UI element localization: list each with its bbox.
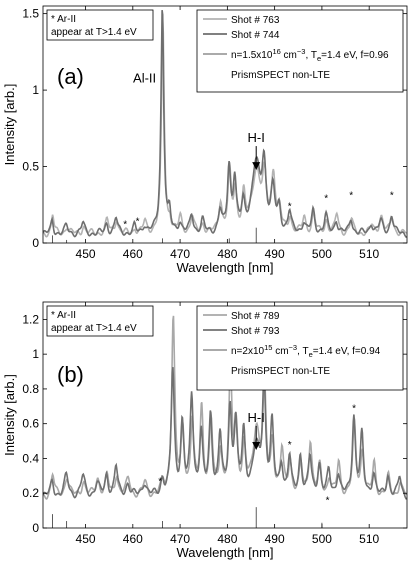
note-line: * Ar-II — [51, 14, 76, 25]
legend-entry: Shot # 744 — [231, 30, 280, 41]
x-tick-label: 460 — [123, 532, 143, 546]
y-tick-label: 1 — [32, 347, 39, 361]
model-lines — [52, 227, 257, 243]
ar-ii-marker: * — [123, 220, 127, 231]
x-axis-label: Wavelength [nm] — [176, 260, 273, 275]
y-tick-label: 0 — [32, 236, 39, 250]
ar-ii-marker: * — [352, 404, 356, 415]
legend: Shot # 763 Shot # 744 n=1.5x1016 cm−3, Te=… — [196, 9, 404, 93]
x-tick-label: 470 — [170, 532, 190, 546]
x-tick-label: 450 — [76, 247, 96, 261]
x-tick-label: 490 — [265, 247, 285, 261]
legend-entry: Shot # 763 — [231, 15, 280, 26]
x-tick-label: 510 — [359, 247, 379, 261]
legend: Shot # 789 Shot # 793 n=2x1015 cm−3, Te=1.… — [196, 305, 404, 391]
series-line-2 — [43, 9, 407, 239]
y-axis-label: Intensity [arb.] — [2, 374, 17, 456]
y-tick-label: 1.2 — [22, 312, 39, 326]
y-axis-label: Intensity [arb.] — [2, 84, 17, 166]
legend-entry: PrismSPECT non-LTE — [231, 70, 330, 81]
y-tick-label: 0.6 — [22, 417, 39, 431]
x-tick-label: 460 — [123, 247, 143, 261]
y-tick-label: 0.2 — [22, 486, 39, 500]
legend-entry: PrismSPECT non-LTE — [231, 366, 330, 377]
legend-entry: n=2x1015 cm−3, Te=1.4 eV, f=0.94 — [231, 343, 381, 359]
note-line: appear at T>1.4 eV — [51, 27, 137, 38]
model-lines — [52, 507, 323, 528]
ar-ii-marker: * — [288, 440, 292, 451]
y-tick-label: 0.5 — [22, 160, 39, 174]
x-tick-label: 450 — [76, 532, 96, 546]
note-box: * Ar-II appear at T>1.4 eV — [46, 9, 154, 41]
panel-label: (a) — [57, 64, 84, 89]
note-line: appear at T>1.4 eV — [51, 323, 137, 334]
ar-ii-marker: * — [349, 191, 353, 202]
y-tick-label: 0.8 — [22, 382, 39, 396]
legend-entry: Shot # 789 — [231, 311, 280, 322]
legend-entry: n=1.5x1016 cm−3, Te=1.4 eV, f=0.96 — [231, 47, 389, 63]
series-line-2 — [43, 367, 407, 500]
x-tick-label: 510 — [359, 532, 379, 546]
annotation-arrowhead — [252, 441, 261, 450]
peak-annotation: H-I — [248, 410, 265, 425]
y-tick-label: 0 — [32, 521, 39, 535]
panel-label: (b) — [57, 362, 84, 387]
x-tick-label: 480 — [217, 532, 237, 546]
x-tick-label: 490 — [265, 532, 285, 546]
ar-ii-marker: * — [136, 217, 140, 228]
x-tick-label: 470 — [170, 247, 190, 261]
note-box: * Ar-II appear at T>1.4 eV — [46, 305, 154, 337]
x-tick-label: 500 — [312, 247, 332, 261]
peak-annotation: H-I — [248, 130, 265, 145]
ar-ii-marker: * — [158, 477, 162, 488]
x-axis-label: Wavelength [nm] — [176, 545, 273, 560]
peak-annotation: Al-II — [133, 70, 156, 85]
ar-ii-marker: * — [326, 496, 330, 507]
ar-ii-marker: * — [288, 201, 292, 212]
panel-b: 450 460 470 480 490 500 510 0 0.2 0.4 0.6 0.8 1 1.2 Wa… — [2, 301, 408, 560]
plot-frame — [42, 301, 408, 529]
ar-ii-marker: * — [324, 194, 328, 205]
plot-frame — [42, 5, 408, 244]
y-tick-label: 0.4 — [22, 451, 39, 465]
x-tick-label: 480 — [217, 247, 237, 261]
x-tick-label: 500 — [312, 532, 332, 546]
panel-a: 450 460 470 480 490 500 510 0 0.5 1 1.5 Wavelength … — [2, 5, 408, 275]
legend-entry: Shot # 793 — [231, 326, 280, 337]
annotation-arrowhead — [252, 162, 261, 171]
ar-ii-marker: * — [390, 191, 394, 202]
note-line: * Ar-II — [51, 310, 76, 321]
y-tick-label: 1.5 — [22, 7, 39, 21]
y-tick-label: 1 — [32, 83, 39, 97]
